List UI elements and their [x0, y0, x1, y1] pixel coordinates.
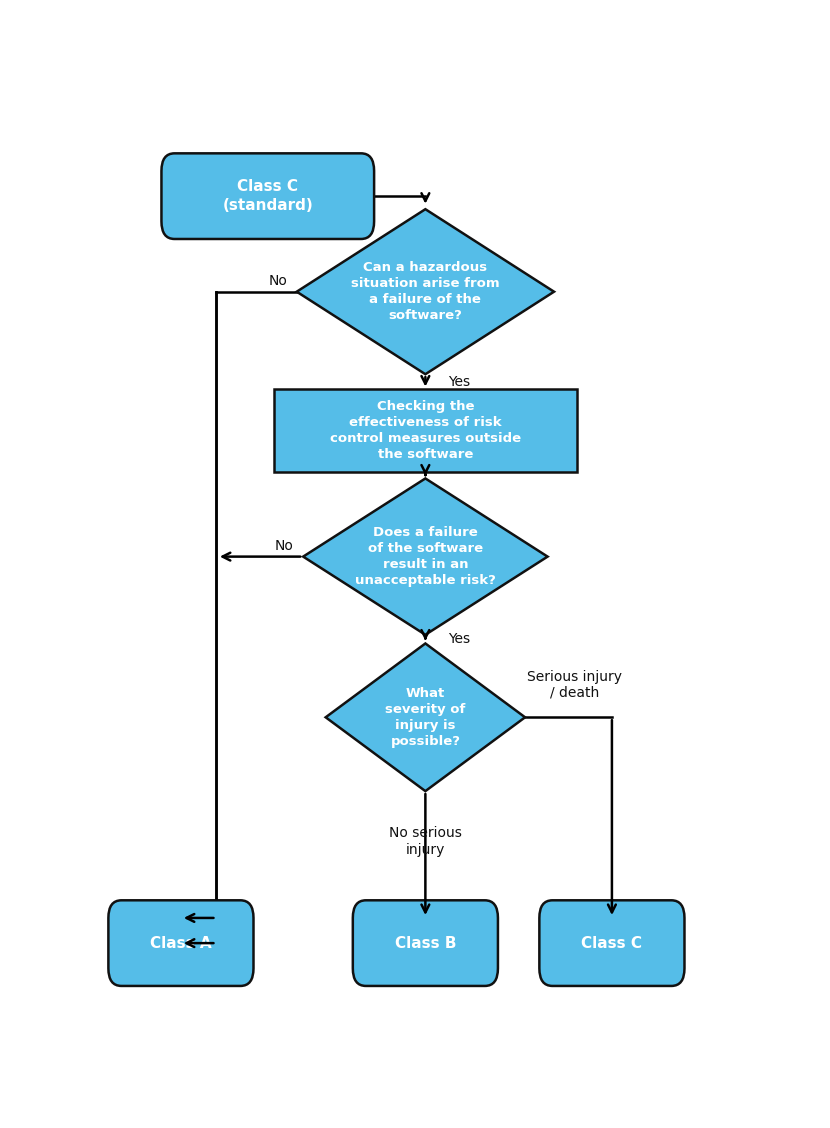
Text: Yes: Yes: [448, 632, 470, 646]
Text: No: No: [268, 274, 287, 289]
Bar: [274, 389, 577, 472]
Text: Yes: Yes: [448, 374, 470, 389]
FancyBboxPatch shape: [109, 900, 253, 986]
Text: Class B: Class B: [394, 935, 457, 951]
Text: Class A: Class A: [150, 935, 212, 951]
Text: Class C: Class C: [582, 935, 642, 951]
Text: No serious
injury: No serious injury: [389, 827, 461, 856]
Polygon shape: [297, 209, 554, 374]
Text: No: No: [275, 539, 294, 553]
Text: Checking the
effectiveness of risk
control measures outside
the software: Checking the effectiveness of risk contr…: [330, 400, 521, 461]
Text: Serious injury
/ death: Serious injury / death: [527, 670, 622, 699]
Polygon shape: [325, 643, 525, 791]
FancyBboxPatch shape: [540, 900, 685, 986]
FancyBboxPatch shape: [162, 153, 374, 239]
Text: Class C
(standard): Class C (standard): [222, 179, 313, 213]
FancyBboxPatch shape: [353, 900, 498, 986]
Text: What
severity of
injury is
possible?: What severity of injury is possible?: [385, 687, 466, 748]
Text: Can a hazardous
situation arise from
a failure of the
software?: Can a hazardous situation arise from a f…: [351, 262, 500, 323]
Polygon shape: [303, 478, 548, 635]
Text: Does a failure
of the software
result in an
unacceptable risk?: Does a failure of the software result in…: [355, 526, 496, 587]
